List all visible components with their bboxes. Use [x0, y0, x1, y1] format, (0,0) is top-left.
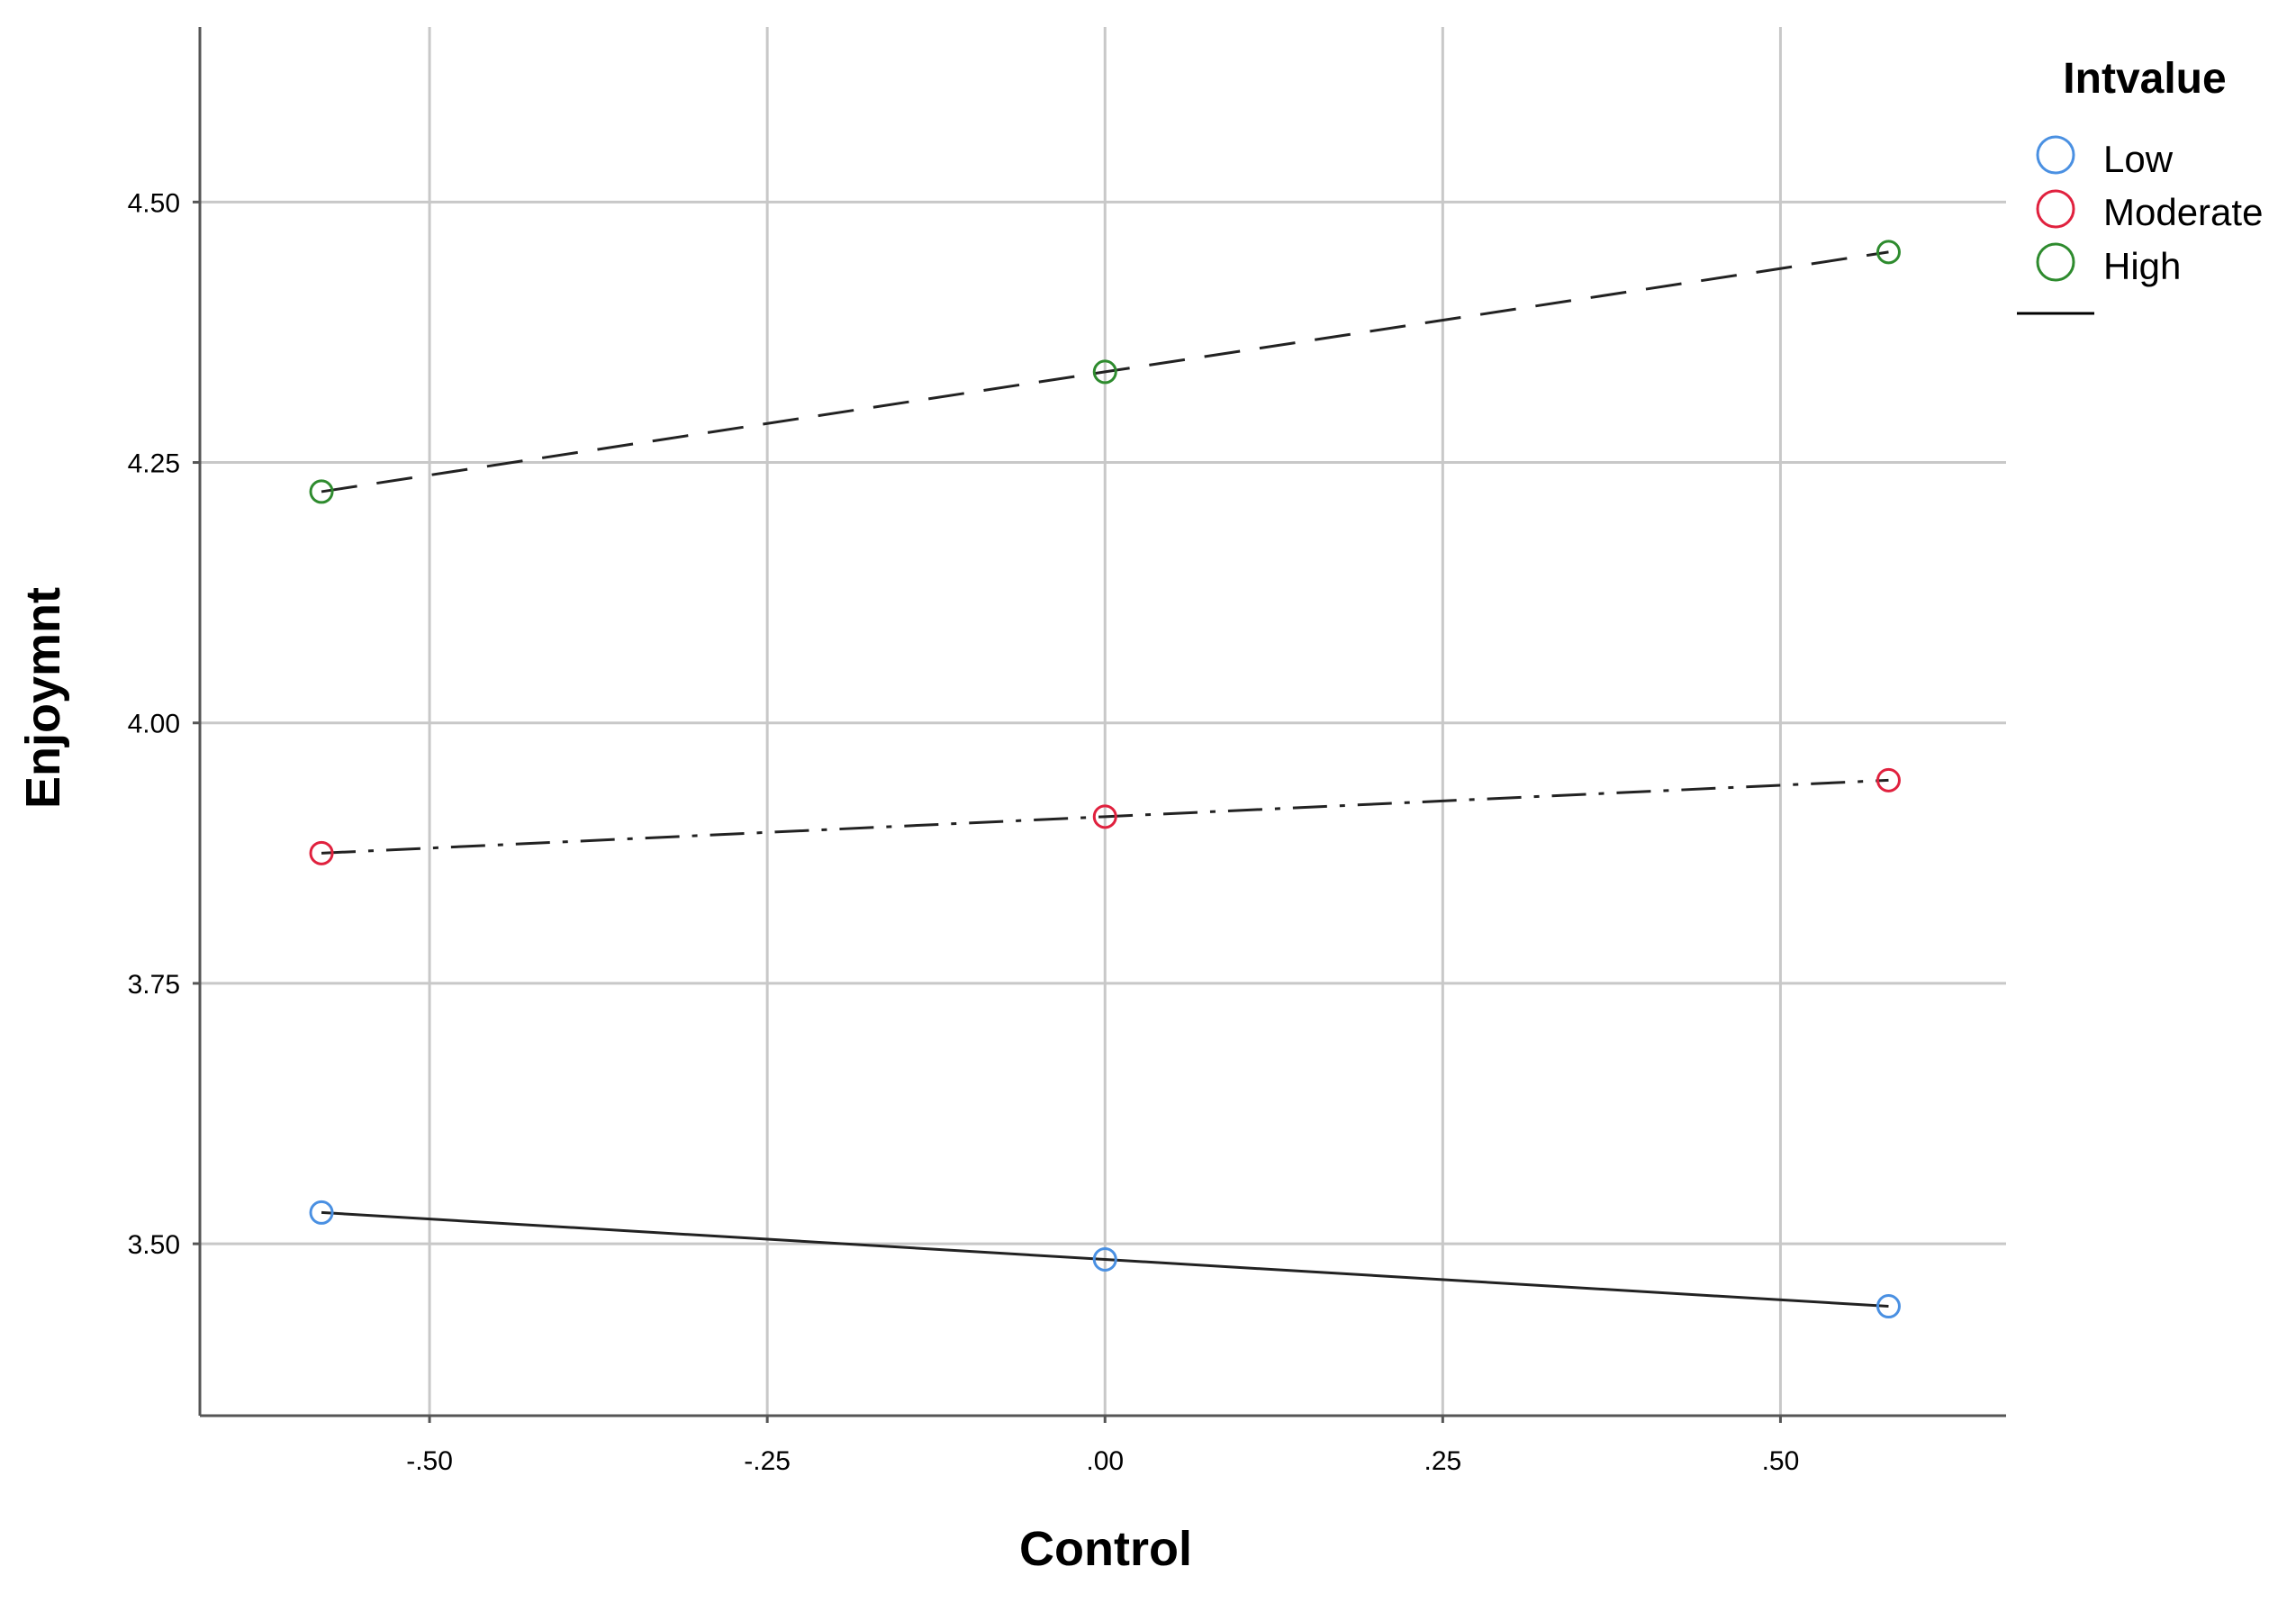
y-tick-label: 4.00	[128, 710, 180, 739]
x-tick-label: -.50	[406, 1446, 453, 1476]
legend-label-high: High	[2103, 245, 2181, 287]
y-axis-title: Enjoymnt	[16, 587, 70, 809]
data-point-low	[1876, 1294, 1901, 1319]
x-tick-label: .00	[1086, 1446, 1124, 1476]
x-axis-title: Control	[1019, 1522, 1192, 1576]
data-point-low	[1092, 1246, 1117, 1272]
y-tick-label: 4.25	[128, 449, 180, 479]
series-line-moderate	[321, 778, 1889, 855]
series-high	[309, 240, 1901, 504]
legend-label-low: Low	[2103, 138, 2174, 180]
y-tick-label: 3.50	[128, 1230, 180, 1260]
data-point-low	[309, 1200, 334, 1225]
data-point-moderate	[309, 840, 334, 865]
x-tick-label: .25	[1424, 1446, 1461, 1476]
legend-title: Intvalue	[2063, 55, 2226, 103]
axes	[193, 27, 2006, 1423]
series-line-low	[321, 1210, 1889, 1309]
x-tick-label: .50	[1762, 1446, 1800, 1476]
y-tick-label: 4.50	[128, 188, 180, 218]
data-point-moderate	[1876, 767, 1901, 792]
legend-label-moderate: Moderate	[2103, 191, 2263, 233]
series-group	[309, 240, 1901, 1319]
data-point-high	[1092, 359, 1117, 385]
data-point-moderate	[1092, 804, 1117, 829]
legend-marker-high	[2036, 242, 2075, 282]
tick-labels: -.50 -.25 .00 .25 .50 3.50 3.75 4.00 4.25 4.50	[128, 188, 1800, 1476]
legend-marker-moderate	[2036, 189, 2075, 229]
x-tick-label: -.25	[744, 1446, 791, 1476]
y-tick-label: 3.75	[128, 970, 180, 1000]
grid	[200, 27, 2006, 1416]
data-point-high	[1876, 240, 1901, 265]
series-moderate	[309, 767, 1901, 865]
series-line-high	[321, 250, 1889, 494]
series-low	[309, 1200, 1901, 1319]
legend: Intvalue Low Moderate High	[2017, 55, 2263, 315]
legend-marker-low	[2036, 135, 2075, 175]
data-point-high	[309, 479, 334, 504]
